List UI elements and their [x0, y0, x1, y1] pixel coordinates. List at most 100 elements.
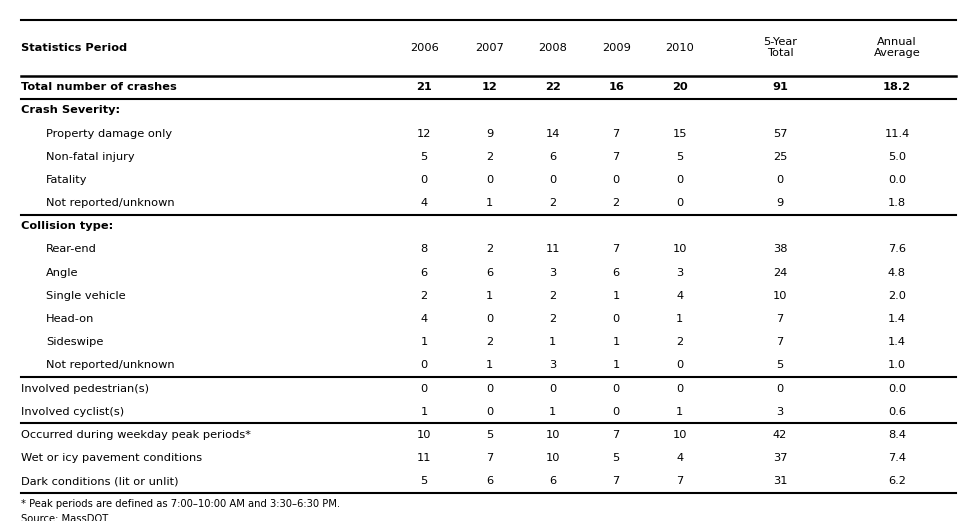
- Text: Collision type:: Collision type:: [21, 221, 114, 231]
- Text: Involved cyclist(s): Involved cyclist(s): [21, 407, 125, 417]
- Text: 0: 0: [612, 383, 620, 393]
- Text: 0: 0: [676, 383, 683, 393]
- Text: 24: 24: [773, 268, 787, 278]
- Text: 10: 10: [773, 291, 787, 301]
- Text: 31: 31: [773, 476, 787, 486]
- Text: 12: 12: [482, 82, 497, 92]
- Text: Rear-end: Rear-end: [46, 244, 97, 254]
- Text: 1: 1: [612, 361, 620, 370]
- Text: Statistics Period: Statistics Period: [21, 43, 128, 53]
- Text: 42: 42: [773, 430, 787, 440]
- Text: 4: 4: [420, 198, 428, 208]
- Text: 25: 25: [773, 152, 787, 162]
- Text: 2: 2: [549, 198, 557, 208]
- Text: 1.4: 1.4: [888, 337, 906, 347]
- Text: 0.0: 0.0: [888, 383, 906, 393]
- Text: 0: 0: [776, 383, 784, 393]
- Text: 1: 1: [676, 407, 683, 417]
- Text: 1: 1: [420, 407, 428, 417]
- Text: 91: 91: [772, 82, 788, 92]
- Text: 15: 15: [673, 129, 686, 139]
- Text: 6: 6: [549, 476, 557, 486]
- Text: 1: 1: [612, 337, 620, 347]
- Text: Total number of crashes: Total number of crashes: [21, 82, 177, 92]
- Text: * Peak periods are defined as 7:00–10:00 AM and 3:30–6:30 PM.: * Peak periods are defined as 7:00–10:00…: [21, 499, 340, 509]
- Text: 2008: 2008: [538, 43, 567, 53]
- Text: 4: 4: [420, 314, 428, 324]
- Text: 7: 7: [612, 129, 620, 139]
- Text: 10: 10: [546, 453, 560, 463]
- Text: 7: 7: [776, 337, 784, 347]
- Text: Single vehicle: Single vehicle: [46, 291, 126, 301]
- Text: 1.8: 1.8: [888, 198, 906, 208]
- Text: 7.6: 7.6: [888, 244, 906, 254]
- Text: 1: 1: [549, 407, 557, 417]
- Text: 10: 10: [546, 430, 560, 440]
- Text: Involved pedestrian(s): Involved pedestrian(s): [21, 383, 149, 393]
- Text: Sideswipe: Sideswipe: [46, 337, 103, 347]
- Text: 3: 3: [549, 361, 557, 370]
- Text: 16: 16: [608, 82, 624, 92]
- Text: 0: 0: [612, 314, 620, 324]
- Text: 1.0: 1.0: [888, 361, 906, 370]
- Text: 0: 0: [486, 314, 493, 324]
- Text: 5-Year
Total: 5-Year Total: [763, 37, 797, 58]
- Text: 6: 6: [549, 152, 557, 162]
- Text: 2: 2: [486, 152, 493, 162]
- Text: Occurred during weekday peak periods*: Occurred during weekday peak periods*: [21, 430, 252, 440]
- Text: 5: 5: [612, 453, 620, 463]
- Text: 6: 6: [612, 268, 620, 278]
- Text: 21: 21: [416, 82, 432, 92]
- Text: 0: 0: [420, 175, 428, 185]
- Text: 0: 0: [486, 383, 493, 393]
- Text: 3: 3: [676, 268, 683, 278]
- Text: Crash Severity:: Crash Severity:: [21, 105, 121, 115]
- Text: Not reported/unknown: Not reported/unknown: [46, 198, 175, 208]
- Text: Annual
Average: Annual Average: [874, 37, 920, 58]
- Text: 0: 0: [676, 198, 683, 208]
- Text: 5.0: 5.0: [888, 152, 906, 162]
- Text: 20: 20: [672, 82, 687, 92]
- Text: Non-fatal injury: Non-fatal injury: [46, 152, 135, 162]
- Text: Wet or icy pavement conditions: Wet or icy pavement conditions: [21, 453, 203, 463]
- Text: 5: 5: [676, 152, 683, 162]
- Text: 2009: 2009: [602, 43, 631, 53]
- Text: 2: 2: [486, 337, 493, 347]
- Text: 0.6: 0.6: [888, 407, 906, 417]
- Text: 0: 0: [549, 383, 557, 393]
- Text: 10: 10: [417, 430, 431, 440]
- Text: 6: 6: [420, 268, 428, 278]
- Text: 0: 0: [612, 407, 620, 417]
- Text: Head-on: Head-on: [46, 314, 95, 324]
- Text: 18.2: 18.2: [883, 82, 911, 92]
- Text: 2: 2: [676, 337, 683, 347]
- Text: 0: 0: [612, 175, 620, 185]
- Text: 37: 37: [773, 453, 787, 463]
- Text: 0: 0: [549, 175, 557, 185]
- Text: 2: 2: [549, 314, 557, 324]
- Text: 0: 0: [676, 361, 683, 370]
- Text: 1.4: 1.4: [888, 314, 906, 324]
- Text: 1: 1: [676, 314, 683, 324]
- Text: 2006: 2006: [410, 43, 439, 53]
- Text: 7: 7: [486, 453, 493, 463]
- Text: 7: 7: [612, 476, 620, 486]
- Text: 0: 0: [776, 175, 784, 185]
- Text: 2.0: 2.0: [888, 291, 906, 301]
- Text: 1: 1: [549, 337, 557, 347]
- Text: Angle: Angle: [46, 268, 78, 278]
- Text: 1: 1: [486, 361, 493, 370]
- Text: 5: 5: [420, 152, 428, 162]
- Text: 6: 6: [486, 268, 493, 278]
- Text: Fatality: Fatality: [46, 175, 88, 185]
- Text: 8.4: 8.4: [888, 430, 906, 440]
- Text: 12: 12: [417, 129, 431, 139]
- Text: 5: 5: [486, 430, 493, 440]
- Text: Property damage only: Property damage only: [46, 129, 172, 139]
- Text: 7: 7: [676, 476, 683, 486]
- Text: 7: 7: [776, 314, 784, 324]
- Text: 0: 0: [486, 407, 493, 417]
- Text: 0: 0: [676, 175, 683, 185]
- Text: Dark conditions (lit or unlit): Dark conditions (lit or unlit): [21, 476, 179, 486]
- Text: 22: 22: [545, 82, 561, 92]
